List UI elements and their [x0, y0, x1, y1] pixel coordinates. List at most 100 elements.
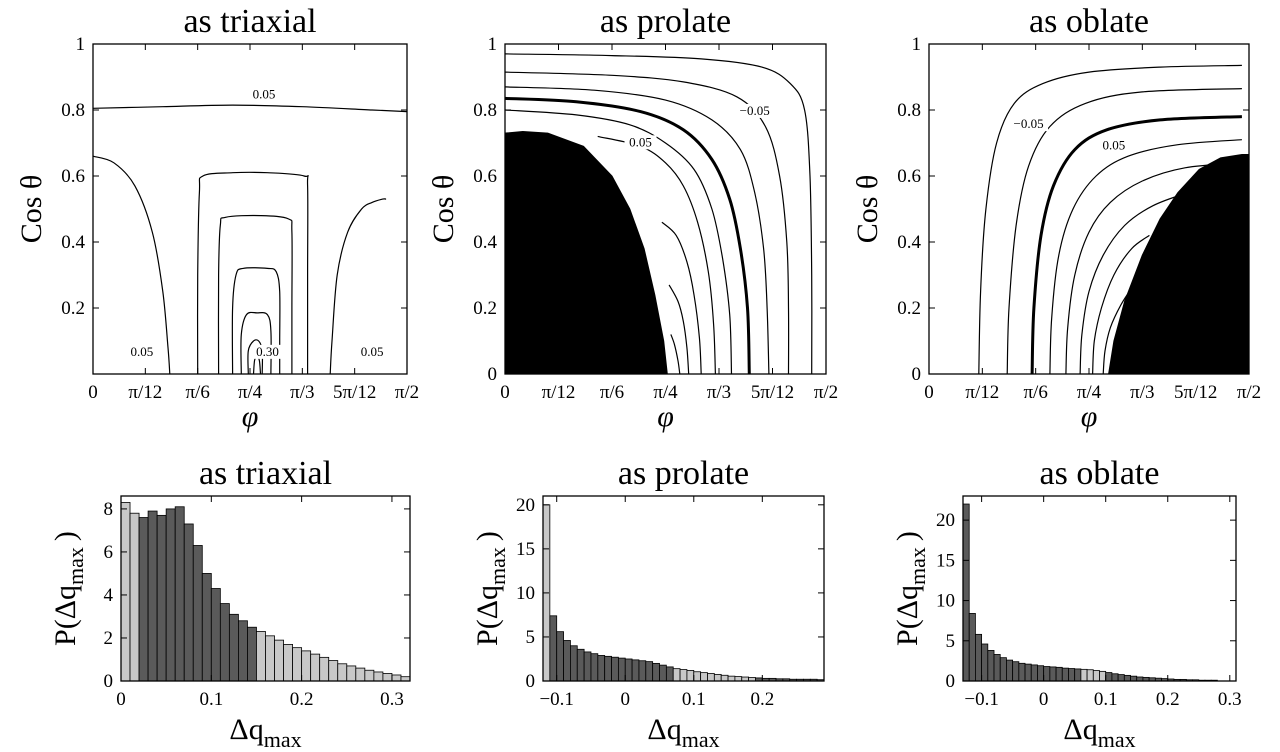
histogram-bar: [310, 653, 321, 682]
histogram-bar: [228, 613, 239, 682]
x-tick-label: π/4: [1077, 382, 1102, 403]
histogram-bar: [238, 620, 248, 682]
x-tick-label: 5π/12: [751, 382, 794, 403]
histogram-bar: [576, 648, 585, 682]
histogram-bar: [713, 673, 722, 682]
contour-label: 0.05: [253, 86, 276, 101]
x-tick-label: π/2: [395, 382, 419, 403]
panel-5: as prolate−0.1 0 0.1 0.205101520ΔqmaxP(Δqma…: [471, 455, 825, 752]
histogram-bar: [192, 545, 203, 682]
histogram-bar: [1030, 664, 1038, 682]
x-tick-label: π/4: [238, 382, 263, 403]
histogram-bar: [734, 676, 743, 682]
y-axis-label: Cos θ: [851, 175, 884, 244]
histogram-bar: [337, 663, 348, 682]
histogram-bar: [1055, 666, 1063, 682]
histogram-bar: [1092, 670, 1100, 682]
histogram-bar: [1074, 668, 1082, 682]
histogram-bar: [1024, 663, 1032, 682]
histogram-bar: [686, 670, 695, 682]
contour-line: [217, 214, 293, 375]
contour-label-bg: [1009, 117, 1049, 132]
contour-line: [231, 267, 281, 375]
y-tick-label: 10: [516, 583, 535, 604]
contour-line: [661, 221, 702, 375]
histogram-bar: [707, 673, 715, 682]
x-tick-label: π/4: [653, 382, 678, 403]
histogram-bar: [659, 664, 667, 682]
y-tick-label: 8: [104, 499, 114, 520]
x-axis-label: φ: [242, 400, 259, 433]
x-tick-label: 5π/12: [1174, 382, 1217, 403]
y-axis-label: P(Δqmax): [49, 531, 88, 646]
histogram-bar: [1037, 665, 1045, 682]
histogram-bar: [201, 573, 212, 682]
contour-label-bg: [247, 87, 280, 102]
histogram-bar: [570, 645, 578, 682]
contour-label-bg: [125, 344, 158, 359]
y-tick-label: 5: [946, 631, 956, 652]
x-tick-label: 0: [500, 382, 510, 403]
x-tick-label: 0: [88, 382, 98, 403]
histogram-bar: [975, 633, 983, 682]
contour-label-bg: [624, 135, 657, 150]
histogram-bar: [355, 667, 366, 682]
histogram-bar: [631, 659, 640, 682]
plot-frame: [542, 495, 825, 682]
contour-line: [504, 109, 733, 375]
chart-title: as triaxial: [183, 3, 316, 40]
histogram-bar: [256, 631, 266, 682]
contour-label-bg: [735, 103, 775, 118]
x-tick-label: π/12: [128, 382, 162, 403]
y-tick-label: 0.2: [473, 298, 497, 319]
panel-4: as triaxial 0 0.1 0.2 0.3 0 2 4 6 8 Δqmax P(Δqmax): [49, 455, 411, 752]
contour-line: [504, 53, 813, 375]
histogram-bar: [1111, 673, 1119, 682]
x-tick-label: 0.1: [682, 689, 706, 710]
contour-label: 0.05: [1103, 138, 1126, 153]
histogram-bar: [993, 654, 1001, 682]
x-tick-label: 0.3: [1218, 689, 1242, 710]
contour-label: 0.05: [361, 344, 384, 359]
histogram-bar: [638, 660, 647, 682]
filled-region: [504, 130, 668, 375]
y-tick-label: 0: [104, 671, 114, 692]
contour-line: [670, 334, 681, 375]
x-tick-label: π/12: [542, 382, 576, 403]
histogram-bar: [1105, 672, 1113, 682]
x-tick-label: π/3: [1130, 382, 1154, 403]
panel-3: as oblate −0.05 0.05 0 π/12 π/6 π/4 π/3 5π/12 π/2…: [851, 3, 1261, 433]
histogram-bar: [1049, 666, 1057, 682]
y-tick-label: 10: [936, 591, 955, 612]
histogram-bar: [120, 502, 131, 682]
contour-line: [1006, 88, 1242, 375]
y-tick-label: 0.2: [897, 298, 921, 319]
y-axis-label: P(Δqmax): [891, 531, 930, 646]
y-tick-label: 1: [912, 34, 922, 55]
contour-label: −0.05: [740, 103, 770, 118]
histogram-bar: [1061, 667, 1069, 682]
histogram-bar: [1130, 675, 1138, 682]
x-tick-label: 0.2: [1156, 689, 1180, 710]
histogram-bar: [319, 656, 330, 682]
y-tick-label: 0: [912, 364, 922, 385]
x-tick-label: π/6: [600, 382, 624, 403]
histogram-bar: [604, 655, 612, 682]
y-tick-label: 0.8: [473, 100, 497, 121]
y-tick-label: 0.4: [473, 232, 497, 253]
histogram-bar: [1018, 662, 1026, 682]
histogram-bar: [265, 635, 275, 682]
histogram-bar: [556, 631, 564, 682]
x-axis-label: φ: [1081, 400, 1098, 433]
y-tick-label: 0.2: [61, 298, 85, 319]
panel-6: as oblate −0.1 0 0.1 0.2 0.3 0 5 10 15 20 Δqmax P(Δq…: [891, 455, 1242, 752]
contour-line: [1065, 162, 1242, 375]
contour-label: −0.05: [1014, 116, 1044, 131]
x-tick-label: π/6: [185, 382, 209, 403]
panel-2: as prolate −0.05 0.05 0 π/12 π/6 π/4 π/3 5π/12 π/…: [427, 3, 838, 433]
x-tick-label: π/3: [290, 382, 314, 403]
y-tick-label: 20: [516, 495, 535, 516]
y-tick-label: 15: [936, 550, 955, 571]
contour-line: [668, 284, 690, 375]
histogram-bar: [1006, 659, 1014, 682]
